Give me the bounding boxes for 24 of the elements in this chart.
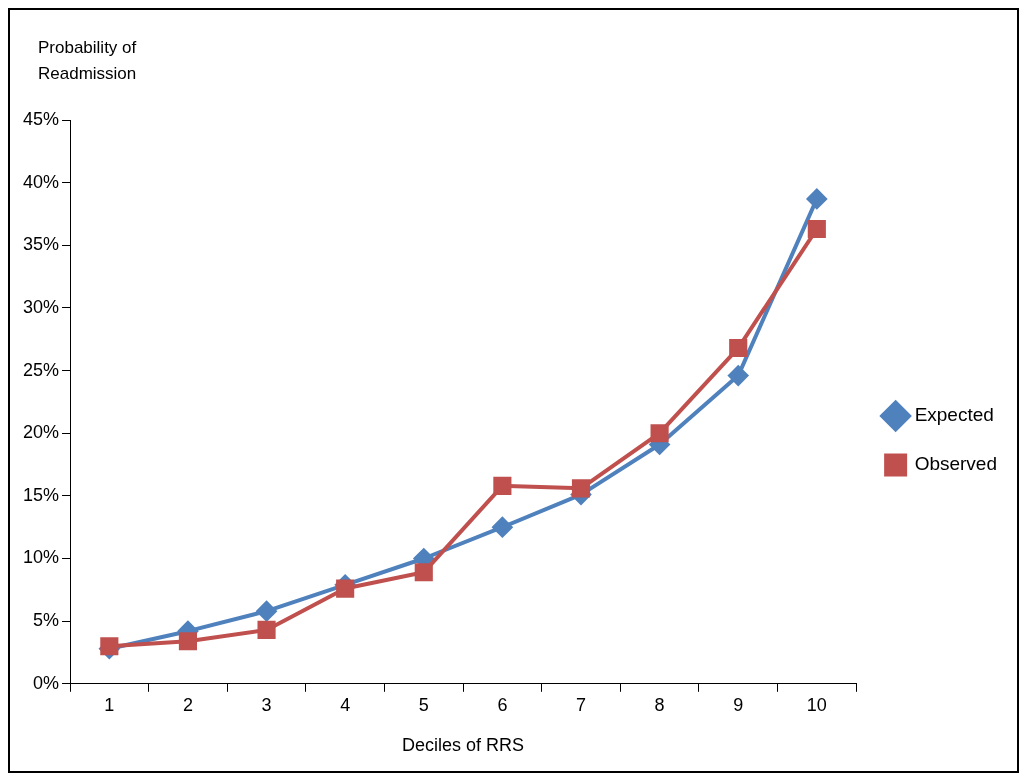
x-tick-label: 5: [418, 694, 429, 715]
x-tick-label: 3: [261, 694, 272, 715]
y-tick-label: 5%: [33, 610, 60, 631]
y-tick-label: 15%: [23, 484, 60, 505]
y-tick-label: 30%: [23, 296, 60, 317]
y-axis-title: Probability of Readmission: [38, 38, 137, 84]
y-tick-label: 45%: [23, 108, 60, 129]
x-tick-label: 9: [733, 694, 744, 715]
y-tick-label: 25%: [23, 359, 60, 380]
x-axis-title: Deciles of RRS: [402, 735, 525, 756]
x-tick-label: 7: [575, 694, 586, 715]
x-tick-label: 10: [806, 694, 827, 715]
y-tick-label: 10%: [23, 547, 60, 568]
x-tick-label: 6: [497, 694, 508, 715]
x-tick-label: 2: [182, 694, 193, 715]
legend-label: Expected: [914, 404, 994, 426]
y-tick-label: 40%: [23, 171, 60, 192]
x-tick-label: 8: [654, 694, 665, 715]
y-tick-label: 20%: [23, 422, 60, 443]
x-tick-label: 1: [104, 694, 115, 715]
legend-label: Observed: [914, 453, 997, 475]
y-tick-label: 0%: [33, 672, 60, 693]
y-tick-label: 35%: [23, 234, 60, 255]
x-tick-label: 4: [340, 694, 351, 715]
